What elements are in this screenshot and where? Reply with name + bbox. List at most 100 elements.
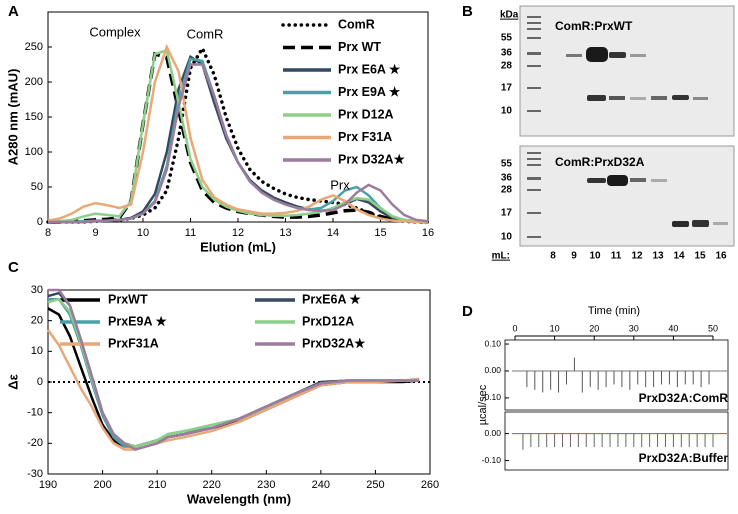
marker-label: 55: [501, 33, 513, 44]
x-axis-label: Elution (mL): [200, 239, 276, 254]
y-tick-label: 0.00: [484, 428, 501, 438]
y-tick-label: 20: [31, 315, 43, 327]
x-tick-label: 220: [203, 479, 221, 491]
marker-label: 28: [501, 61, 513, 72]
gel-image: [519, 5, 735, 137]
lane-number: 12: [631, 251, 643, 262]
lane-number: 11: [611, 251, 622, 262]
legend-label: Prx E9A ★: [338, 85, 401, 99]
y-tick-label: -10: [27, 407, 43, 419]
legend-label: Prx F31A: [338, 130, 392, 144]
marker-label: 36: [501, 48, 513, 59]
y-axis-label: A280 nm (mAU): [5, 69, 20, 166]
marker-label: 10: [501, 232, 513, 243]
y-axis-label: Δε: [5, 374, 20, 390]
marker-label: 17: [501, 208, 513, 219]
y-tick-label: -0.10: [482, 392, 502, 402]
y-tick-label: 10: [31, 345, 43, 357]
lane-number: 9: [571, 251, 577, 262]
series-line: [48, 288, 420, 451]
x-tick-label: 10: [137, 227, 149, 239]
x-tick-label: 20: [589, 323, 599, 333]
lane-number: 8: [550, 251, 556, 262]
x-tick-label: 16: [422, 227, 434, 239]
series-line: [48, 63, 429, 224]
lane-number: 16: [715, 251, 727, 262]
plot-frame: [504, 339, 729, 411]
annotation: ComR: [187, 26, 224, 41]
y-tick-label: -30: [27, 468, 43, 480]
legend-label: PrxE6A ★: [302, 292, 361, 306]
x-tick-label: 30: [629, 323, 639, 333]
x-tick-label: 250: [366, 479, 384, 491]
panel-label: PrxD32A:ComR: [639, 391, 729, 405]
y-tick-label: 200: [25, 76, 43, 88]
legend-label: PrxE9A ★: [108, 314, 167, 328]
x-tick-label: 240: [312, 479, 330, 491]
series-line: [47, 43, 428, 224]
marker-label: 28: [501, 185, 513, 196]
legend-label: PrxD12A: [302, 314, 354, 328]
series-line: [47, 307, 420, 448]
gel-title: ComR:PrxWT: [555, 19, 633, 33]
y-tick-label: 0.00: [484, 365, 501, 375]
marker-label: 10: [501, 106, 513, 117]
legend-label: PrxWT: [108, 292, 148, 306]
legend-label: PrxD32A★: [302, 336, 366, 350]
annotation: Prx: [330, 177, 350, 192]
lane-label: mL:: [492, 251, 510, 262]
marker-label: 36: [501, 173, 513, 184]
x-axis-label: Wavelength (nm): [187, 491, 291, 506]
ladder: [527, 16, 541, 238]
x-tick-label: 11: [185, 227, 196, 239]
lane-number: 14: [673, 251, 685, 262]
gel-title: ComR:PrxD32A: [555, 155, 645, 169]
y-tick-label: 100: [25, 146, 43, 158]
legend-label: Prx E6A ★: [338, 62, 401, 76]
y-tick-label: -20: [27, 437, 43, 449]
x-tick-label: 0: [512, 323, 517, 333]
x-tick-label: 50: [708, 323, 718, 333]
series-line: [47, 48, 429, 224]
panel-letter: A: [8, 3, 19, 20]
plot-frame: [504, 411, 729, 471]
legend-label: Prx D32A★: [338, 152, 406, 166]
lane-number: 10: [589, 251, 601, 262]
y-tick-label: 50: [31, 181, 43, 193]
x-tick-label: 190: [39, 479, 57, 491]
y-tick-label: -0.10: [482, 455, 502, 465]
x-tick-label: 14: [327, 227, 339, 239]
marker-label: 55: [501, 159, 513, 170]
panel-label: PrxD32A:Buffer: [639, 451, 729, 465]
annotation: Complex: [89, 24, 141, 39]
y-tick-label: 0.10: [484, 338, 501, 348]
x-tick-label: 200: [93, 479, 111, 491]
x-tick-label: 230: [257, 479, 275, 491]
gel-image: [519, 145, 735, 247]
lane-number: 13: [652, 251, 664, 262]
x-tick-label: 10: [550, 323, 560, 333]
legend-label: Prx WT: [338, 40, 381, 54]
series-line: [46, 329, 420, 451]
series-line: [46, 44, 430, 224]
y-tick-label: 0: [37, 376, 43, 388]
gel-bands: [566, 47, 728, 227]
gel-unit: kDa: [500, 10, 519, 21]
legend-label: Prx D12A: [338, 107, 394, 121]
x-tick-label: 15: [374, 227, 386, 239]
y-axis-label: µcal/sec: [477, 384, 489, 425]
marker-label: 17: [501, 83, 513, 94]
gel-panel: B kDa ComR:PrxWT ComR:PrxD32A mL:: [462, 3, 735, 262]
y-tick-label: 150: [25, 111, 43, 123]
y-tick-label: 0: [37, 216, 43, 228]
x-axis-label: Time (min): [588, 305, 640, 317]
x-tick-label: 9: [92, 227, 98, 239]
y-tick-label: 250: [25, 41, 43, 53]
panel-letter: D: [462, 303, 473, 320]
x-tick-label: 12: [232, 227, 244, 239]
panel-letter: B: [462, 3, 473, 20]
x-tick-label: 13: [279, 227, 291, 239]
x-tick-label: 8: [45, 227, 51, 239]
